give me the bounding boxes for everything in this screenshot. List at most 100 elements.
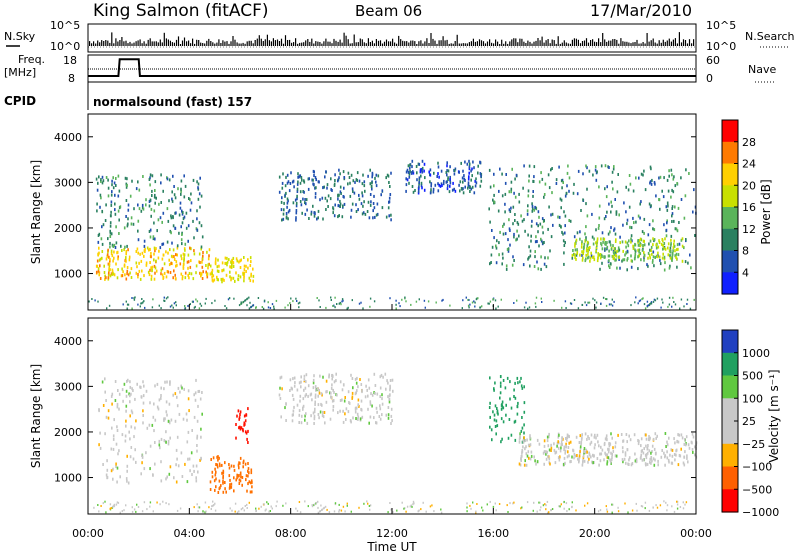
rti-cell	[585, 236, 587, 240]
rti-cell	[196, 228, 198, 232]
rti-cell	[135, 261, 138, 265]
rti-cell	[233, 468, 236, 472]
velocity-colorbar-swatch	[722, 398, 738, 422]
rti-cell	[187, 224, 190, 228]
rti-cell	[127, 203, 130, 207]
rti-cell	[107, 409, 110, 413]
rti-cell	[358, 404, 360, 408]
rti-cell	[499, 167, 501, 171]
rti-cell	[110, 193, 113, 197]
nsky-bar	[196, 39, 198, 46]
rti-cell	[489, 220, 491, 224]
rti-cell	[209, 480, 212, 484]
rti-cell	[513, 235, 515, 239]
rti-cell	[108, 262, 111, 266]
rti-cell	[647, 233, 650, 237]
rti-cell	[117, 257, 119, 261]
rti-cell	[643, 243, 646, 247]
rti-cell	[649, 460, 651, 464]
nsky-bar	[224, 41, 226, 46]
rti-cell	[215, 485, 217, 489]
rti-cell	[160, 173, 162, 177]
rti-cell	[187, 239, 189, 243]
rti-cell	[467, 181, 470, 185]
rti-cell	[598, 444, 600, 448]
rti-cell	[313, 410, 316, 414]
nsky-bar	[234, 39, 236, 46]
rti-cell	[652, 227, 654, 231]
rti-cell	[370, 184, 373, 188]
rti-cell	[438, 183, 440, 187]
rti-cell	[576, 251, 578, 255]
power-colorbar-label: 8	[742, 245, 749, 258]
rti-cell	[152, 237, 155, 241]
rti-cell	[124, 439, 127, 443]
rti-cell	[324, 421, 326, 425]
nave-tick-top: 60	[706, 54, 720, 67]
rti-cell	[133, 207, 135, 211]
rti-cell	[101, 256, 103, 260]
nsky-bar	[343, 32, 345, 46]
nsky-bar	[202, 43, 204, 46]
rti-cell	[494, 299, 497, 302]
rti-cell	[652, 255, 655, 259]
rti-cell	[169, 305, 172, 308]
rti-cell	[640, 444, 642, 448]
rti-cell	[671, 173, 673, 177]
rti-cell	[477, 171, 479, 175]
rti-cell	[98, 232, 101, 236]
rti-cell	[418, 176, 421, 180]
rti-cell	[153, 221, 155, 225]
rti-cell	[423, 188, 426, 192]
rti-cell	[614, 441, 617, 445]
station-title: King Salmon (fitACF)	[93, 1, 269, 21]
rti-cell	[273, 307, 275, 310]
rti-cell	[615, 454, 618, 458]
rti-cell	[170, 214, 172, 218]
rti-cell	[182, 417, 185, 421]
rti-cell	[322, 507, 325, 510]
rti-cell	[555, 450, 558, 454]
rti-cell	[221, 269, 223, 273]
rti-cell	[377, 174, 380, 178]
rti-cell	[541, 217, 544, 221]
rti-cell	[96, 270, 98, 274]
nsky-bar	[418, 41, 420, 46]
rti-cell	[167, 219, 170, 223]
rti-cell	[104, 274, 106, 278]
nsky-bar	[169, 40, 171, 46]
rti-cell	[581, 433, 583, 437]
rti-cell	[564, 231, 566, 235]
rti-cell	[473, 191, 476, 195]
rti-cell	[638, 250, 640, 254]
rti-cell	[169, 248, 171, 252]
rti-cell	[363, 200, 365, 204]
rti-cell	[293, 376, 296, 380]
rti-cell	[209, 272, 212, 276]
nsky-bar	[204, 43, 206, 46]
rti-cell	[130, 216, 133, 220]
rti-cell	[331, 377, 333, 381]
rti-cell	[128, 392, 130, 396]
rti-cell	[405, 183, 408, 187]
rti-cell	[232, 265, 235, 268]
rti-cell	[541, 225, 544, 229]
rti-cell	[252, 279, 254, 283]
rti-cell	[621, 240, 624, 244]
nsky-bar	[117, 41, 119, 46]
rti-cell	[464, 185, 466, 189]
rti-cell	[248, 471, 250, 475]
rti-cell	[369, 297, 372, 300]
nsky-bar	[238, 43, 240, 46]
nsky-bar	[268, 40, 270, 46]
rti-cell	[385, 176, 387, 180]
rti-cell	[647, 304, 649, 307]
rti-cell	[216, 455, 218, 459]
rti-cell	[674, 227, 677, 231]
rti-cell	[680, 198, 683, 201]
rti-cell	[193, 252, 196, 256]
rti-cell	[607, 450, 610, 454]
nsky-bar	[652, 38, 654, 46]
rti-cell	[626, 258, 628, 262]
rti-cell	[401, 298, 403, 301]
